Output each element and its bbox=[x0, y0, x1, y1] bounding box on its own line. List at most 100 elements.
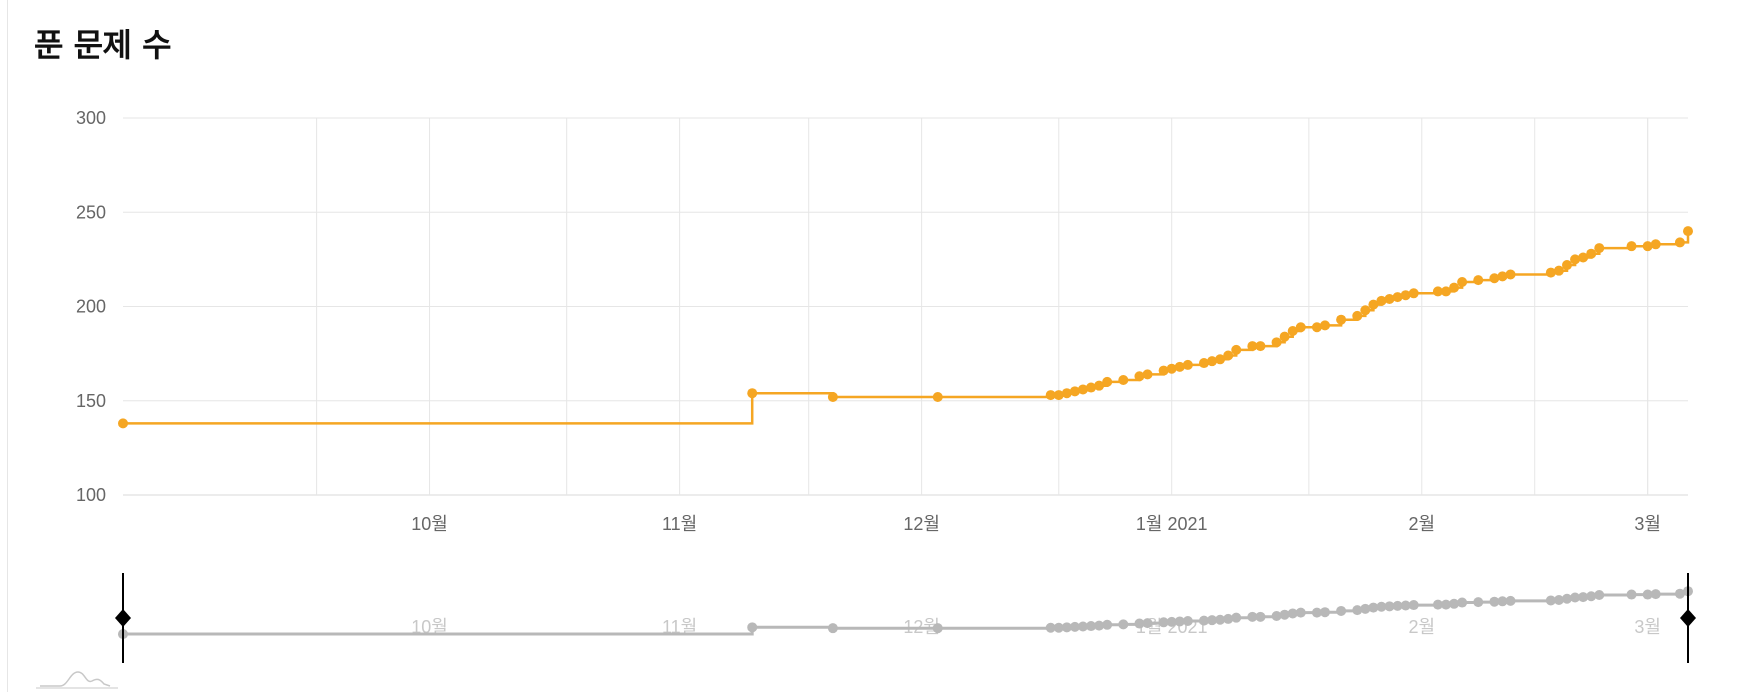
data-point[interactable] bbox=[1392, 292, 1403, 303]
data-point[interactable] bbox=[1626, 241, 1637, 252]
data-point[interactable] bbox=[1158, 365, 1169, 376]
data-point[interactable] bbox=[1449, 282, 1460, 293]
data-point[interactable] bbox=[1231, 344, 1242, 355]
data-point[interactable] bbox=[1674, 237, 1685, 248]
data-point[interactable] bbox=[1061, 388, 1072, 399]
navigator-data-point bbox=[1311, 607, 1322, 618]
data-point[interactable] bbox=[1319, 320, 1330, 331]
data-point[interactable] bbox=[1077, 384, 1088, 395]
navigator-data-point bbox=[1198, 615, 1209, 626]
navigator-data-point bbox=[1473, 597, 1484, 608]
data-point[interactable] bbox=[1384, 293, 1395, 304]
data-point[interactable] bbox=[1553, 265, 1564, 276]
data-point[interactable] bbox=[1586, 248, 1597, 259]
navigator-data-point bbox=[1231, 612, 1242, 623]
range-handle-right[interactable] bbox=[1680, 573, 1696, 663]
navigator-data-point bbox=[1255, 611, 1266, 622]
navigator-data-point bbox=[1061, 622, 1072, 633]
data-point[interactable] bbox=[1473, 275, 1484, 286]
data-point[interactable] bbox=[1683, 226, 1693, 237]
data-point[interactable] bbox=[1086, 382, 1097, 393]
data-point[interactable] bbox=[1223, 350, 1234, 361]
data-point[interactable] bbox=[118, 418, 128, 429]
data-point[interactable] bbox=[1497, 271, 1508, 282]
data-point[interactable] bbox=[1166, 363, 1177, 374]
data-point[interactable] bbox=[1182, 359, 1193, 370]
navigator-data-point bbox=[1142, 618, 1153, 629]
navigator-data-point bbox=[1489, 596, 1500, 607]
data-point[interactable] bbox=[1271, 337, 1282, 348]
data-point[interactable] bbox=[1295, 322, 1306, 333]
navigator-data-point bbox=[1449, 598, 1460, 609]
navigator-data-point bbox=[1271, 610, 1282, 621]
data-point[interactable] bbox=[1545, 267, 1556, 278]
data-point[interactable] bbox=[1561, 260, 1572, 271]
left-border bbox=[7, 0, 8, 692]
navigator-data-point bbox=[1118, 619, 1129, 630]
data-point[interactable] bbox=[1400, 290, 1411, 301]
data-point[interactable] bbox=[1134, 371, 1145, 382]
data-point[interactable] bbox=[1174, 361, 1185, 372]
data-point[interactable] bbox=[1198, 358, 1209, 369]
data-point[interactable] bbox=[747, 388, 758, 399]
navigator-data-point bbox=[1134, 618, 1145, 629]
data-point[interactable] bbox=[1287, 326, 1298, 337]
range-handle-diamond-icon[interactable] bbox=[115, 609, 131, 627]
navigator-data-point bbox=[1376, 601, 1387, 612]
navigator-data-point bbox=[1247, 611, 1258, 622]
data-point[interactable] bbox=[1376, 295, 1387, 306]
data-point[interactable] bbox=[1505, 269, 1516, 280]
navigator[interactable]: 10월 11월 12월 1월 2021 2월 3월 bbox=[115, 573, 1696, 663]
data-point[interactable] bbox=[1650, 239, 1661, 250]
navigator-data-point bbox=[1053, 622, 1064, 633]
data-point[interactable] bbox=[1457, 276, 1468, 287]
navigator-data-point bbox=[1650, 589, 1661, 600]
x-tick-label: 3월 bbox=[1634, 514, 1661, 534]
data-point[interactable] bbox=[827, 391, 838, 402]
series-line bbox=[123, 231, 1690, 425]
navigator-data-point bbox=[1570, 592, 1581, 603]
navigator-data-point bbox=[1408, 600, 1419, 611]
navigator-data-point bbox=[1674, 588, 1685, 599]
navigator-data-point bbox=[1215, 614, 1226, 625]
data-point[interactable] bbox=[1570, 254, 1581, 265]
data-point[interactable] bbox=[1053, 390, 1064, 401]
data-point[interactable] bbox=[1360, 305, 1371, 316]
data-point[interactable] bbox=[932, 391, 943, 402]
y-tick-label: 200 bbox=[76, 297, 106, 317]
data-point[interactable] bbox=[1069, 386, 1080, 397]
data-point[interactable] bbox=[1094, 380, 1105, 391]
x-axis: 10월 11월 12월 1월 2021 2월 3월 bbox=[411, 514, 1661, 534]
data-point[interactable] bbox=[1352, 310, 1363, 321]
data-point[interactable] bbox=[1045, 390, 1056, 401]
navigator-tick-label: 10월 bbox=[411, 617, 448, 637]
data-point[interactable] bbox=[1247, 341, 1258, 352]
data-point[interactable] bbox=[1207, 356, 1218, 367]
data-point[interactable] bbox=[1279, 331, 1290, 342]
data-point[interactable] bbox=[1118, 375, 1129, 386]
data-point[interactable] bbox=[1489, 273, 1500, 284]
navigator-data-point bbox=[1077, 621, 1088, 632]
navigator-handles[interactable] bbox=[115, 573, 1696, 663]
navigator-data-point bbox=[1360, 603, 1371, 614]
data-point[interactable] bbox=[1142, 369, 1153, 380]
data-point[interactable] bbox=[1311, 322, 1322, 333]
navigator-data-point bbox=[1352, 605, 1363, 616]
data-point[interactable] bbox=[1215, 354, 1226, 365]
range-handle-diamond-icon[interactable] bbox=[1680, 609, 1696, 627]
data-point[interactable] bbox=[1642, 241, 1653, 252]
navigator-data-point bbox=[1287, 608, 1298, 619]
data-point[interactable] bbox=[1440, 286, 1451, 297]
data-point[interactable] bbox=[1408, 288, 1419, 299]
navigator-data-point bbox=[1457, 597, 1468, 608]
data-point[interactable] bbox=[1578, 252, 1589, 263]
data-point[interactable] bbox=[1368, 299, 1379, 310]
data-point[interactable] bbox=[1336, 314, 1347, 325]
data-point[interactable] bbox=[1102, 376, 1113, 387]
data-point[interactable] bbox=[1432, 286, 1443, 297]
data-point[interactable] bbox=[1594, 243, 1605, 254]
chart-title: 푼 문제 수 bbox=[34, 26, 172, 64]
data-point[interactable] bbox=[1255, 341, 1266, 352]
y-axis: 100 150 200 250 300 bbox=[76, 108, 106, 505]
range-handle-left[interactable] bbox=[115, 573, 131, 663]
